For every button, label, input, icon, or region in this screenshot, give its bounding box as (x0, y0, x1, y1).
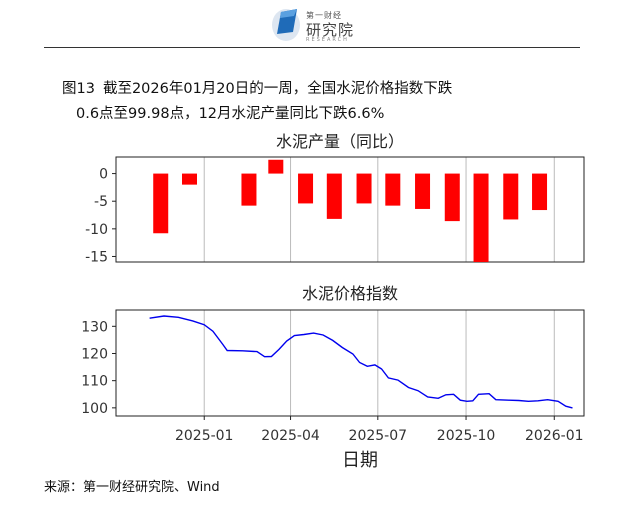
xtick-label: 2025-07 (349, 428, 408, 444)
bar (153, 173, 169, 234)
bar (268, 159, 284, 174)
bar (473, 173, 489, 262)
xtick-label: 2026-01 (525, 428, 584, 444)
figure-number: 图13 (62, 81, 95, 97)
line-ytick-label: 120 (81, 346, 108, 362)
logo-name: 研究院 (306, 21, 355, 39)
line-plot-frame (115, 309, 585, 417)
bar (241, 173, 257, 206)
line-ytick-label: 130 (81, 319, 108, 335)
bar (182, 173, 197, 185)
bar-chart: 水泥产量（同比） 0 -5 -10 -15 (85, 132, 585, 265)
xtick-label: 2025-10 (437, 428, 496, 444)
x-axis-label: 日期 (342, 450, 378, 471)
figure-title-text1: 截至2026年01月20日的一周，全国水泥价格指数下跌 (102, 81, 453, 97)
bar (356, 173, 372, 204)
source-note: 来源：第一财经研究院、Wind (44, 480, 220, 495)
bar (298, 173, 314, 204)
bar (415, 173, 431, 209)
xtick-label: 2025-04 (261, 428, 320, 444)
bar-plot-frame (115, 156, 585, 263)
bar-ytick-label: -15 (85, 249, 108, 265)
figure-title-line2: 0.6点至99.98点，12月水泥产量同比下跌6.6% (76, 106, 385, 122)
line-plot-area (116, 310, 584, 416)
line-chart-title: 水泥价格指数 (302, 284, 398, 303)
logo: 第一财经 研究院 RESEARCH (270, 4, 380, 48)
bar (503, 173, 519, 220)
bar-ytick-label: -5 (94, 194, 108, 210)
xtick-label: 2025-01 (175, 428, 234, 444)
logo-icon (272, 9, 300, 41)
header-divider (44, 47, 580, 48)
figure-title-line1: 图13 截至2026年01月20日的一周，全国水泥价格指数下跌 (62, 77, 452, 98)
logo-sub: RESEARCH (306, 37, 349, 43)
bar-chart-title: 水泥产量（同比） (276, 132, 404, 151)
bar (532, 173, 548, 211)
line-ytick-label: 100 (81, 401, 108, 417)
logo-brand: 第一财经 (306, 11, 342, 20)
bar (385, 173, 401, 206)
bar-ytick-label: -10 (85, 222, 108, 238)
bar (326, 173, 342, 219)
price-index-line (149, 315, 573, 409)
bar (444, 173, 460, 222)
line-ytick-label: 110 (81, 374, 108, 390)
bar-ytick-label: 0 (99, 167, 108, 183)
line-chart: 水泥价格指数 100 110 120 130 2025-01 2025-04 2025-07 2… (81, 284, 585, 471)
